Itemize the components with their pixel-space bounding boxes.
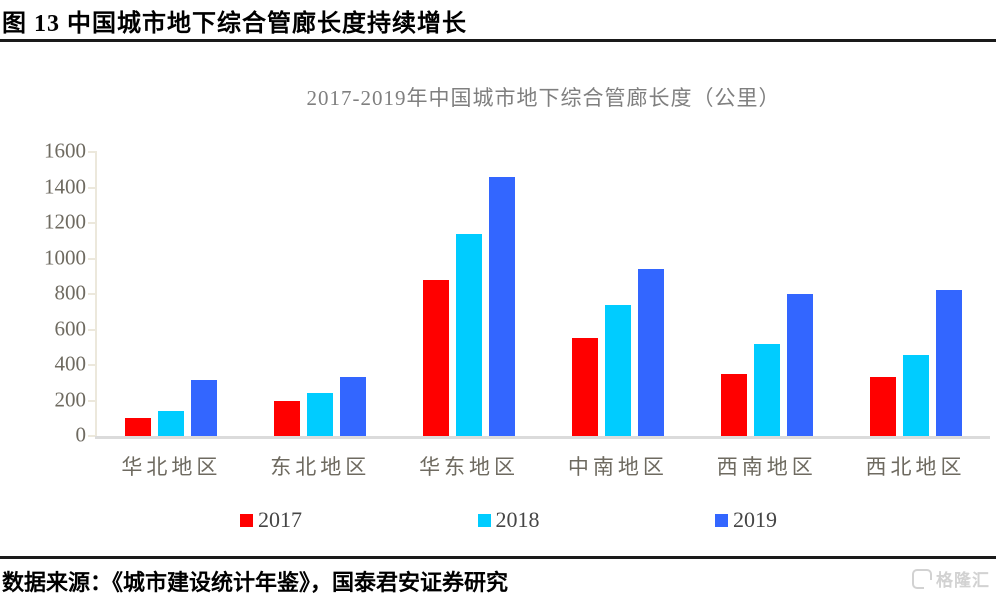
watermark-text: 格隆汇 bbox=[936, 571, 990, 590]
y-tick-mark bbox=[88, 328, 95, 331]
legend-item-2018: 2018 bbox=[477, 507, 540, 532]
legend-label-2019: 2019 bbox=[733, 507, 777, 532]
bar-2018-西南地区 bbox=[753, 343, 780, 436]
legend-item-2019: 2019 bbox=[715, 509, 777, 531]
plot-area bbox=[97, 152, 990, 436]
y-tick-mark bbox=[88, 186, 95, 189]
bar-group-中南地区 bbox=[543, 152, 692, 436]
y-tick-mark bbox=[88, 435, 95, 437]
y-tick-400: 400 bbox=[54, 351, 87, 376]
bar-2019-东北地区 bbox=[340, 376, 367, 436]
footer-divider bbox=[0, 556, 996, 559]
bar-2017-华北地区 bbox=[125, 418, 152, 436]
legend-marker-2019 bbox=[715, 513, 728, 527]
legend-label-2018: 2018 bbox=[495, 507, 540, 532]
x-label-西南地区: 西南地区 bbox=[716, 455, 817, 479]
x-axis-labels: 华北地区 东北地区 华东地区 中南地区 西南地区 西北地区 bbox=[97, 451, 990, 481]
y-tick-200: 200 bbox=[54, 387, 87, 412]
y-tick-mark bbox=[88, 364, 95, 366]
bar-2019-华北地区 bbox=[191, 380, 218, 436]
bar-group-华北地区 bbox=[97, 152, 246, 436]
bar-2018-西北地区 bbox=[902, 355, 929, 436]
bar-group-东北地区 bbox=[246, 152, 395, 436]
x-label-东北地区: 东北地区 bbox=[270, 455, 371, 479]
legend-marker-2017 bbox=[240, 513, 253, 527]
y-tick-1400: 1400 bbox=[44, 174, 86, 199]
bar-2017-东北地区 bbox=[274, 401, 301, 436]
bar-2017-华东地区 bbox=[423, 279, 450, 436]
chart-title: 2017-2019年中国城市地下综合管廊长度（公里） bbox=[306, 86, 781, 110]
bar-2018-中南地区 bbox=[604, 304, 631, 436]
legend-item-2017: 2017 bbox=[240, 509, 302, 531]
gelonghui-watermark: 格隆汇 bbox=[912, 566, 990, 591]
y-tick-mark bbox=[88, 222, 95, 224]
x-label-西北地区: 西北地区 bbox=[865, 455, 966, 479]
bar-group-华东地区 bbox=[395, 152, 544, 436]
legend-label-2017: 2017 bbox=[258, 507, 302, 532]
figure-caption: 图 13 中国城市地下综合管廊长度持续增长 bbox=[2, 11, 467, 37]
y-tick-mark bbox=[88, 257, 95, 260]
y-tick-mark bbox=[88, 151, 95, 153]
y-tick-1600: 1600 bbox=[44, 138, 86, 163]
bar-2019-中南地区 bbox=[637, 269, 664, 436]
x-label-华北地区: 华北地区 bbox=[121, 455, 222, 479]
legend-marker-2018 bbox=[477, 513, 491, 527]
y-tick-800: 800 bbox=[54, 280, 87, 305]
bar-2019-西南地区 bbox=[786, 294, 813, 436]
data-source-note: 数据来源：《城市建设统计年鉴》，国泰君安证券研究 bbox=[2, 570, 509, 595]
y-axis-line bbox=[95, 151, 97, 438]
bar-2018-华北地区 bbox=[158, 411, 185, 436]
y-tick-1000: 1000 bbox=[44, 245, 86, 270]
y-tick-0: 0 bbox=[75, 422, 87, 447]
bar-2018-东北地区 bbox=[307, 392, 334, 436]
bar-2017-西南地区 bbox=[720, 373, 747, 436]
gelonghui-logo-icon bbox=[912, 568, 933, 589]
y-tick-mark bbox=[88, 399, 95, 402]
y-tick-600: 600 bbox=[54, 316, 87, 341]
header-divider bbox=[0, 39, 996, 42]
bar-group-西南地区 bbox=[692, 152, 841, 436]
bar-2019-华东地区 bbox=[489, 176, 516, 436]
x-label-华东地区: 华东地区 bbox=[419, 455, 520, 479]
y-tick-1200: 1200 bbox=[44, 209, 86, 234]
bar-2018-华东地区 bbox=[456, 233, 483, 436]
chart-legend: 2017 2018 2019 bbox=[240, 509, 777, 531]
y-tick-mark bbox=[88, 293, 95, 295]
bar-2019-西北地区 bbox=[935, 290, 962, 436]
bar-2017-中南地区 bbox=[571, 338, 598, 436]
x-axis-line bbox=[95, 436, 990, 439]
x-label-中南地区: 中南地区 bbox=[567, 455, 668, 479]
bar-2017-西北地区 bbox=[869, 377, 896, 436]
bar-group-西北地区 bbox=[841, 152, 990, 436]
